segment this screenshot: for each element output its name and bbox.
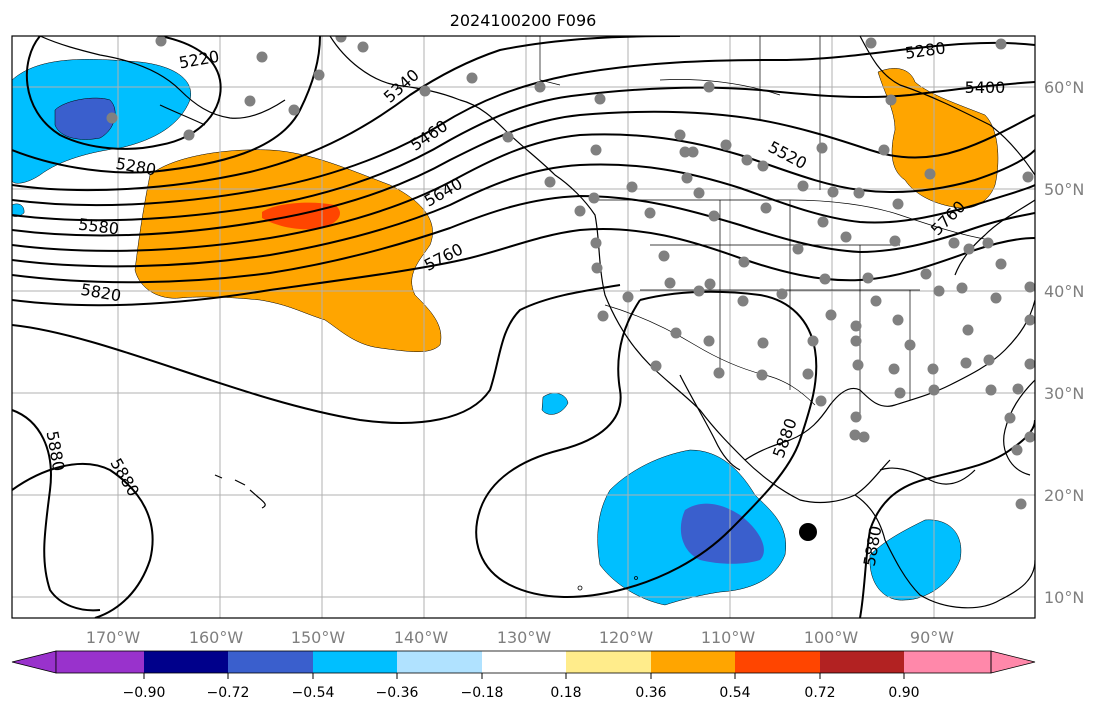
colorbar-segment: [482, 651, 566, 673]
colorbar-segment: [313, 651, 397, 673]
map-background: [12, 36, 1035, 618]
colorbar-tick-label: 0.54: [719, 685, 750, 701]
lat-label: 30°N: [1044, 384, 1084, 403]
colorbar-extend-max: [990, 650, 1036, 674]
colorbar-tick-label: −0.72: [207, 685, 250, 701]
colorbar-segment: [820, 651, 904, 673]
lon-label: 110°W: [701, 628, 756, 647]
height-contours: [12, 36, 1035, 618]
lon-label: 120°W: [599, 628, 654, 647]
colorbar-segment: [735, 651, 820, 673]
negative-anomaly-north-pacific: [12, 59, 192, 217]
lon-label: 170°W: [86, 628, 141, 647]
colorbar-segment: [904, 651, 991, 673]
lat-label: 50°N: [1044, 180, 1084, 199]
colorbar-tick-label: 0.90: [888, 685, 919, 701]
colorbar-tick-label: 0.18: [550, 685, 581, 701]
lon-label: 140°W: [394, 628, 449, 647]
lat-label: 40°N: [1044, 282, 1084, 301]
colorbar: −0.90 −0.72 −0.54 −0.36 −0.18 0.18 0.36 …: [11, 650, 1036, 701]
colorbar-tick-label: −0.36: [376, 685, 419, 701]
map-title: 2024100200 F096: [450, 11, 597, 30]
lat-label: 10°N: [1044, 588, 1084, 607]
lon-label: 160°W: [189, 628, 244, 647]
storm-center-marker: [799, 523, 817, 541]
hawaii-islands: [214, 474, 638, 591]
negative-anomaly-east-pacific: [541, 392, 787, 606]
map-content: 5220 5280 5340 5280 5400 5460 5520 5580 …: [12, 36, 1035, 618]
colorbar-segment: [566, 651, 651, 673]
colorbar-tick-label: 0.72: [804, 685, 835, 701]
colorbar-segment: [144, 651, 228, 673]
map-frame: [11, 35, 1036, 619]
contour-label: 5580: [77, 215, 120, 239]
colorbar-outline: [55, 650, 992, 674]
lon-label: 100°W: [804, 628, 859, 647]
lon-label: 150°W: [291, 628, 346, 647]
colorbar-ticks: [143, 673, 905, 679]
lon-label: 130°W: [497, 628, 552, 647]
colorbar-tick-label: −0.90: [123, 685, 166, 701]
lat-label: 20°N: [1044, 486, 1084, 505]
colorbar-segment: [228, 651, 313, 673]
graticule: [12, 36, 1035, 618]
colorbar-tick-label: −0.18: [461, 685, 504, 701]
latitude-labels: 60°N 50°N 40°N 30°N 20°N 10°N: [1044, 78, 1084, 607]
colorbar-tick-label: −0.54: [292, 685, 335, 701]
colorbar-extend-min: [11, 650, 57, 674]
contour-label: 5400: [965, 78, 1006, 97]
lon-label: 90°W: [910, 628, 954, 647]
colorbar-segment: [56, 651, 144, 673]
colorbar-segment: [651, 651, 735, 673]
station-markers: [106, 36, 1035, 510]
colorbar-segment: [397, 651, 482, 673]
lat-label: 60°N: [1044, 78, 1084, 97]
colorbar-tick-label: 0.36: [635, 685, 666, 701]
longitude-labels: 170°W 160°W 150°W 140°W 130°W 120°W 110°…: [86, 628, 954, 647]
coastlines: [39, 36, 1035, 609]
